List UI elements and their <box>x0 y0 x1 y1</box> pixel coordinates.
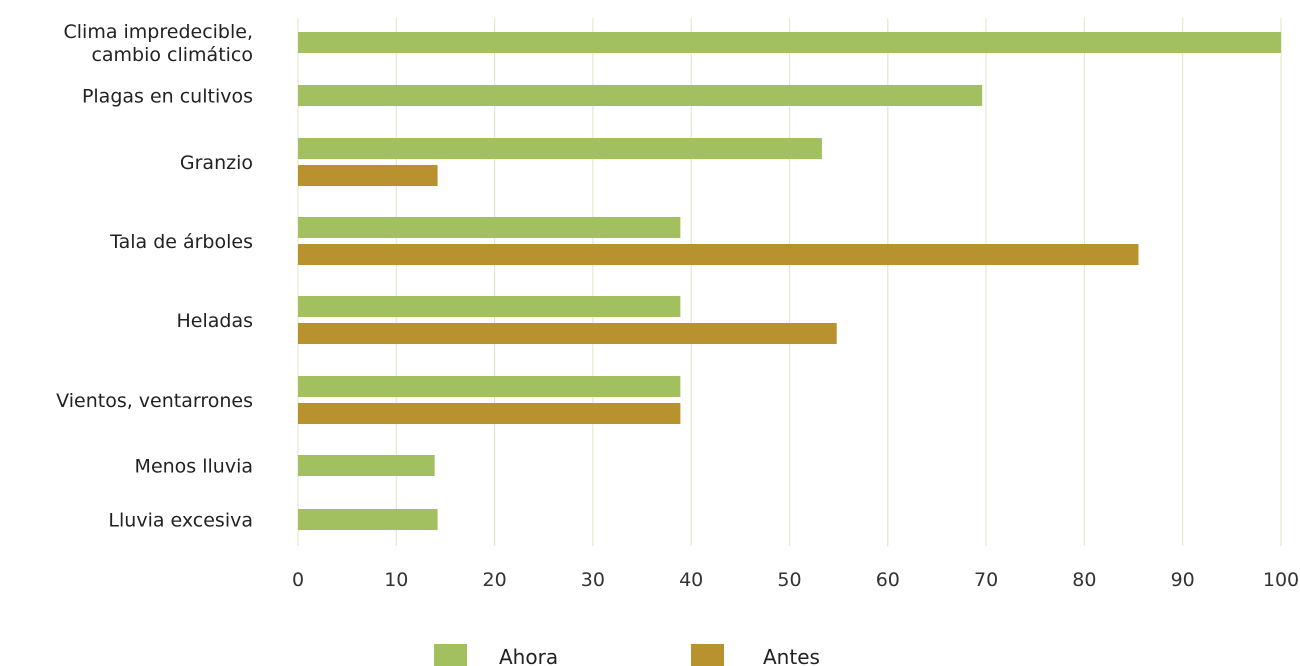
bar-ahora-3 <box>298 217 681 238</box>
x-tick-label: 70 <box>974 569 998 591</box>
x-tick-label: 0 <box>292 569 304 591</box>
bar-ahora-5 <box>298 376 681 397</box>
bar-antes-4 <box>298 323 837 344</box>
category-label: Menos lluvia <box>135 456 253 478</box>
x-tick-label: 100 <box>1263 569 1299 591</box>
bars <box>298 32 1281 530</box>
legend: Ahora Antes <box>434 644 820 666</box>
x-tick-label: 10 <box>384 569 408 591</box>
category-label: Granzio <box>180 152 253 174</box>
bar-antes-5 <box>298 403 681 424</box>
legend-swatch-antes <box>691 644 724 666</box>
legend-swatch-ahora <box>434 644 467 666</box>
bar-antes-3 <box>298 244 1139 265</box>
category-label: Vientos, ventarrones <box>56 390 253 412</box>
category-label: cambio climático <box>91 44 253 66</box>
category-label: Plagas en cultivos <box>82 86 253 108</box>
x-tick-label: 90 <box>1171 569 1195 591</box>
bar-ahora-7 <box>298 509 438 530</box>
category-label: Heladas <box>176 310 253 332</box>
bar-ahora-6 <box>298 455 435 476</box>
bar-ahora-4 <box>298 296 681 317</box>
x-axis-ticks: 0 10 20 30 40 50 60 70 80 90 100 <box>292 569 1299 591</box>
category-label: Tala de árboles <box>109 231 253 253</box>
legend-label-antes: Antes <box>763 645 820 666</box>
x-tick-label: 40 <box>679 569 703 591</box>
category-label: Clima impredecible, <box>64 21 254 43</box>
bar-antes-2 <box>298 165 438 186</box>
category-labels: Clima impredecible,cambio climático Plaga… <box>56 21 253 532</box>
bar-ahora-1 <box>298 85 983 106</box>
legend-label-ahora: Ahora <box>499 645 558 666</box>
bar-ahora-0 <box>298 32 1281 53</box>
x-tick-label: 50 <box>777 569 801 591</box>
category-label: Lluvia excesiva <box>108 510 253 532</box>
bar-ahora-2 <box>298 138 822 159</box>
x-tick-label: 30 <box>581 569 605 591</box>
x-tick-label: 60 <box>876 569 900 591</box>
x-tick-label: 80 <box>1072 569 1096 591</box>
x-tick-label: 20 <box>483 569 507 591</box>
